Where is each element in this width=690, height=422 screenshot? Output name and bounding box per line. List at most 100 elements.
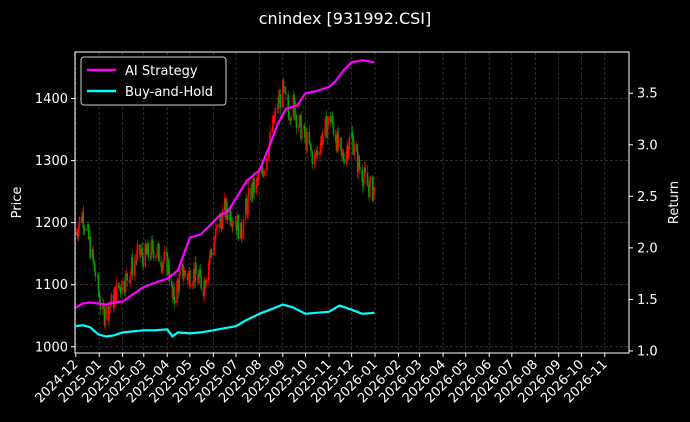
candle-body: [161, 263, 164, 271]
candle-body: [326, 124, 329, 139]
candle-body: [105, 305, 107, 320]
candle-body: [189, 285, 192, 287]
candle-body: [214, 229, 217, 239]
candle-body: [110, 294, 113, 307]
candle-body: [263, 170, 266, 172]
candle-body: [303, 125, 306, 138]
candle-body: [220, 215, 222, 220]
candle-body: [155, 255, 158, 257]
candle-body: [162, 260, 165, 264]
series-line-buy-and-hold: [75, 303, 375, 338]
candle-body: [118, 282, 120, 288]
candle-body: [266, 158, 268, 171]
candle-body: [368, 180, 371, 198]
candle-body: [247, 195, 249, 215]
y-left-tick-label: 1200: [35, 216, 68, 231]
candle-body: [359, 166, 361, 170]
candle-body: [126, 273, 128, 281]
candle-body: [176, 280, 179, 282]
candle-body: [229, 211, 232, 224]
legend: AI Strategy Buy-and-Hold: [80, 56, 227, 106]
candle-body: [347, 149, 350, 157]
candle-body: [109, 306, 112, 308]
candle-body: [257, 173, 260, 181]
candle-body: [369, 176, 372, 181]
candle-body: [353, 152, 355, 155]
candle-body: [189, 270, 191, 287]
candle-body: [240, 222, 243, 239]
candle-body: [362, 177, 365, 187]
candle-body: [230, 223, 233, 225]
candle-body: [150, 240, 153, 259]
candle-body: [226, 213, 229, 221]
candle-body: [353, 144, 356, 153]
candle-body: [213, 242, 215, 256]
candle-body: [142, 256, 144, 267]
candle-body: [332, 124, 335, 135]
candle-body: [258, 173, 261, 175]
candle-body: [163, 251, 165, 261]
candle-body: [219, 215, 221, 229]
candle-body: [103, 308, 106, 326]
candle-body: [331, 115, 334, 125]
candle-body: [310, 143, 312, 150]
candle-body: [356, 144, 358, 152]
candle-body: [199, 269, 202, 277]
candle-body: [298, 115, 301, 127]
candle-body: [311, 151, 314, 165]
candle-body: [97, 275, 100, 292]
candle-body: [215, 227, 218, 230]
candle-body: [84, 228, 86, 231]
candle-body: [151, 240, 153, 242]
candle-body: [93, 259, 95, 263]
candle-body: [245, 199, 247, 220]
candle-body: [205, 280, 208, 283]
candle-body: [144, 244, 147, 267]
candle-body: [160, 261, 162, 268]
candle-body: [124, 273, 127, 293]
candle-body: [293, 94, 295, 101]
candle-body: [108, 308, 110, 321]
candle-body: [263, 171, 265, 177]
candle-body: [294, 100, 296, 120]
candle-body: [352, 136, 354, 155]
candle-body: [282, 80, 284, 108]
candle-body: [176, 280, 178, 303]
candle-body: [76, 232, 79, 236]
candle-body: [269, 131, 271, 144]
candle-body: [348, 137, 351, 150]
candle-body: [123, 280, 125, 291]
candle-body: [152, 241, 154, 251]
candle-body: [210, 250, 212, 253]
candle-body: [300, 128, 303, 140]
candle-body: [210, 252, 213, 256]
candle-body: [267, 157, 270, 159]
candle-body: [268, 143, 271, 158]
candle-body: [372, 190, 375, 201]
candle-body: [226, 201, 228, 214]
candle-body: [316, 150, 319, 156]
candle-body: [273, 115, 276, 123]
candle-body: [358, 156, 360, 167]
candle-body: [322, 135, 324, 145]
candle-body: [351, 132, 354, 137]
y-left-tick-label: 1400: [35, 92, 68, 107]
candle-body: [139, 244, 141, 256]
y-right-tick-label: 2.0: [637, 241, 658, 256]
candle-body: [136, 244, 139, 251]
candle-body: [182, 264, 184, 279]
candle-body: [93, 262, 96, 272]
candle-body: [324, 118, 326, 136]
candle-body: [158, 243, 160, 262]
candle-body: [204, 282, 207, 288]
candle-body: [86, 228, 88, 231]
candle-body: [156, 246, 159, 256]
candle-body: [167, 259, 170, 272]
candle-body: [329, 116, 332, 123]
candle-body: [310, 149, 313, 152]
y-left-tick-label: 1300: [35, 154, 68, 169]
candle-body: [214, 238, 216, 243]
candle-body: [129, 275, 131, 283]
y-right-tick-label: 1.5: [637, 293, 658, 308]
candle-body: [287, 94, 289, 112]
